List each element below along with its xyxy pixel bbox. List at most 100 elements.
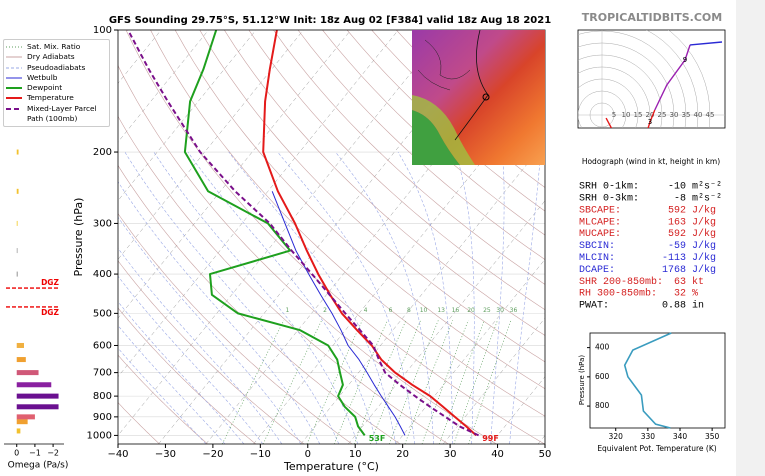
hodograph-ring — [578, 78, 639, 128]
legend-swatch — [6, 46, 22, 48]
dry-adiabat — [224, 30, 545, 336]
profile-line — [183, 30, 366, 436]
hodograph-line — [690, 41, 723, 46]
x-tick-label: −40 — [107, 449, 128, 460]
index-label: RH 300-850mb: — [579, 288, 657, 300]
index-unit: J/kg — [692, 252, 716, 264]
legend-swatch — [6, 56, 22, 58]
legend-swatch — [6, 67, 22, 69]
legend-entry: Wetbulb — [6, 73, 107, 83]
legend-swatch — [6, 107, 22, 110]
index-label: MLCIN: — [579, 253, 615, 264]
theta-x-tick-label: 350 — [705, 432, 720, 441]
dry-adiabat — [199, 30, 545, 363]
site-name: TROPICALTIDBITS.COM — [582, 11, 722, 24]
omega-bar — [16, 393, 59, 399]
legend-swatch — [6, 97, 22, 100]
pseudoadiabat — [118, 301, 245, 444]
index-value: -10 — [668, 182, 686, 193]
page-edge — [736, 0, 765, 476]
index-value: 592 — [668, 205, 686, 216]
indices: SRH 0-1km: -10 m²s⁻² SRH 0-3km: -8 m²s⁻² SBCAP… — [579, 181, 722, 312]
legend-swatch — [6, 77, 22, 79]
index-label: SBCIN: — [579, 241, 615, 252]
dry-adiabat — [118, 260, 305, 444]
theta-e-plot: 320 330 340 350 400 600 800 Equivalent Pot. Tem… — [578, 332, 720, 453]
theta-x-tick-label: 320 — [609, 432, 624, 441]
hodograph: 5 10 15 20 25 30 35 40 45 1 23 9 Hodograph (wind in … — [578, 30, 725, 166]
index-unit: m²s⁻² — [692, 182, 722, 193]
mixing-ratio-label: 16 — [452, 307, 460, 314]
legend-swatch — [6, 87, 22, 90]
index-label: SBCAPE: — [579, 205, 621, 216]
pseudoadiabat — [455, 151, 475, 444]
hodograph-ring — [589, 102, 615, 128]
theta-e-frame — [589, 332, 726, 429]
map-borders — [417, 39, 471, 91]
pseudoadiabat — [397, 151, 453, 444]
hodograph-ring-label: 45 — [706, 111, 715, 119]
mixing-ratio-label: 20 — [467, 307, 475, 314]
hodograph-height-label: 9 — [683, 56, 687, 64]
isotherm — [253, 82, 545, 444]
isotherm — [490, 376, 545, 444]
pseudoadiabat — [277, 151, 415, 444]
hodograph-ring-label: 35 — [682, 111, 691, 119]
theta-e-line — [623, 332, 672, 429]
dry-adiabat — [118, 402, 160, 444]
skewt-background — [118, 30, 545, 444]
omega-bar — [16, 382, 52, 388]
dry-adiabat — [118, 115, 449, 444]
x-tick-label: 20 — [396, 449, 409, 460]
hodograph-height-label: 2 — [643, 134, 647, 142]
index-unit: % — [692, 289, 698, 300]
skewt-plot: 1 2 4 6 8 10 13 16 20 25 30 36 53F 99F −40 −30 −20 −10 0 10… — [72, 25, 551, 473]
isotherm — [395, 258, 545, 444]
y-tick-label: 500 — [93, 308, 112, 319]
legend-entry: Dry Adiabats — [6, 52, 107, 62]
omega-plot: DGZ DGZ 0 −1 −2 Omega (Pa/s) — [4, 149, 68, 471]
legend: Sat. Mix. Ratio Dry Adiabats Pseudoadiabat… — [3, 39, 110, 128]
x-tick-label: 40 — [491, 449, 504, 460]
y-tick-label: 700 — [93, 368, 112, 379]
hodograph-ring-label: 10 — [622, 111, 631, 119]
dry-adiabat — [150, 30, 545, 417]
index-value: 63 — [674, 277, 686, 288]
dry-adiabat — [346, 30, 545, 212]
profile-line — [262, 30, 477, 437]
omega-bar — [16, 404, 59, 410]
omega-bar — [16, 357, 26, 363]
hodograph-ring — [578, 66, 651, 128]
index-unit: J/kg — [692, 216, 716, 228]
hodograph-ring — [578, 42, 675, 128]
x-tick-label: −20 — [202, 449, 223, 460]
pseudoadiabat — [228, 151, 396, 444]
dry-adiabat — [118, 307, 256, 444]
x-tick-label: −10 — [250, 449, 271, 460]
hodograph-ring-label: 40 — [694, 111, 703, 119]
index-unit: kt — [692, 276, 704, 288]
omega-bar — [16, 370, 39, 376]
omega-tick-label: −1 — [29, 449, 41, 458]
legend-entry: Temperature — [6, 93, 107, 103]
theta-x-label: Equivalent Pot. Temperature (K) — [597, 444, 716, 453]
index-value: -8 — [674, 194, 686, 205]
index-label: SRH 0-1km: — [579, 181, 639, 193]
hodograph-height-label: 3 — [648, 118, 652, 126]
pseudoadiabat — [118, 275, 264, 444]
pseudoadiabat — [509, 151, 541, 444]
mixing-ratio-label: 30 — [496, 307, 504, 314]
isotherm — [118, 30, 351, 319]
surface-dewpoint-label: 53F — [369, 434, 386, 443]
isotherm — [443, 317, 545, 444]
omega-bar — [16, 342, 24, 348]
index-unit: J/kg — [692, 240, 716, 252]
omega-bar — [16, 419, 28, 425]
hodograph-ring — [578, 30, 687, 128]
omega-bar — [16, 188, 19, 194]
pseudoadiabat — [118, 325, 226, 444]
dgz-label: DGZ — [41, 278, 59, 287]
omega-bar — [16, 220, 18, 226]
theta-y-tick-label: 400 — [595, 343, 610, 352]
theta-x-tick-label: 340 — [673, 432, 688, 441]
